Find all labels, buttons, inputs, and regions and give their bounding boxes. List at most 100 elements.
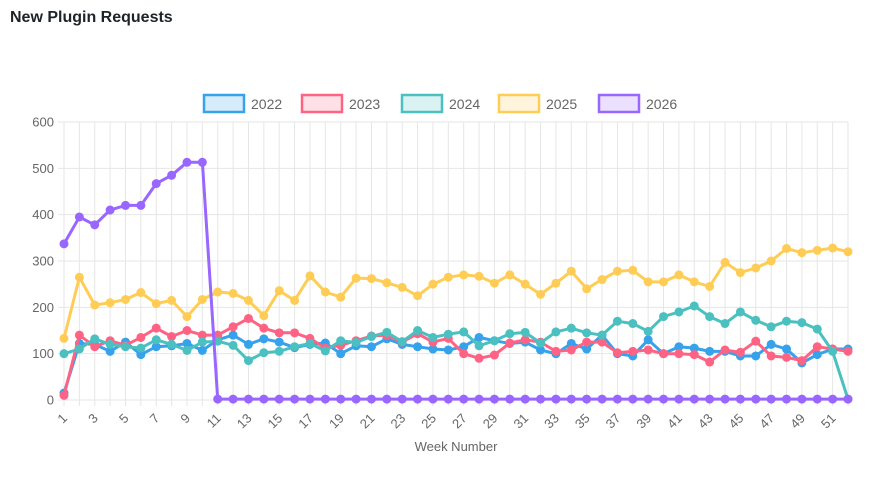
data-point <box>782 316 792 326</box>
data-point <box>812 350 822 360</box>
legend-item-2023[interactable]: 2023 <box>300 93 380 114</box>
data-point <box>59 349 69 359</box>
data-point <box>612 394 622 404</box>
data-point <box>720 319 730 329</box>
data-point <box>382 327 392 337</box>
data-point <box>474 353 484 363</box>
data-point <box>74 272 84 282</box>
data-point <box>228 288 238 298</box>
data-point <box>659 349 669 359</box>
data-point <box>90 220 100 230</box>
data-point <box>782 344 792 354</box>
data-point <box>243 339 253 349</box>
legend-swatch <box>400 93 444 114</box>
y-tick-label: 0 <box>47 393 54 408</box>
x-tick-label: 47 <box>756 411 777 432</box>
x-tick-label: 31 <box>510 411 531 432</box>
data-point <box>366 332 376 342</box>
data-point <box>90 334 100 344</box>
data-point <box>812 342 822 352</box>
data-point <box>643 394 653 404</box>
series-line-2026 <box>62 160 848 401</box>
data-point <box>243 295 253 305</box>
data-point <box>705 357 715 367</box>
x-tick-label: 29 <box>480 411 501 432</box>
data-point <box>382 394 392 404</box>
data-point <box>628 319 638 329</box>
x-tick-label: 9 <box>177 411 193 427</box>
legend-item-2026[interactable]: 2026 <box>597 93 677 114</box>
data-point <box>782 394 792 404</box>
data-point <box>305 271 315 281</box>
y-tick-label: 200 <box>32 300 54 315</box>
data-point <box>689 394 699 404</box>
data-point <box>120 342 130 352</box>
data-point <box>720 257 730 267</box>
data-point <box>182 326 192 335</box>
legend-swatch <box>497 93 541 114</box>
legend-item-2022[interactable]: 2022 <box>202 93 282 114</box>
data-point <box>90 300 100 310</box>
data-point <box>797 248 807 258</box>
data-point <box>643 277 653 287</box>
data-point <box>751 315 761 325</box>
data-point <box>151 299 161 309</box>
data-point <box>705 312 715 322</box>
data-point <box>428 394 438 404</box>
data-point <box>197 345 207 355</box>
data-point <box>520 327 530 337</box>
data-point <box>397 394 407 404</box>
data-point <box>566 394 576 404</box>
data-point <box>628 346 638 356</box>
data-point <box>428 332 438 342</box>
data-point <box>782 243 792 253</box>
data-point <box>612 266 622 276</box>
series-line-2024 <box>63 304 850 400</box>
data-point <box>459 394 469 404</box>
legend-label: 2025 <box>546 96 577 112</box>
legend-label: 2026 <box>646 96 677 112</box>
y-tick-label: 100 <box>32 346 54 361</box>
legend-item-2024[interactable]: 2024 <box>400 93 480 114</box>
data-point <box>582 337 592 347</box>
data-point <box>720 394 730 404</box>
data-point <box>643 345 653 355</box>
data-point <box>797 356 807 366</box>
x-tick-label: 35 <box>572 411 593 432</box>
data-point <box>566 266 576 276</box>
data-point <box>197 294 207 304</box>
data-point <box>366 274 376 284</box>
data-point <box>167 339 177 349</box>
data-point <box>674 394 684 404</box>
series-line-2023 <box>62 317 849 396</box>
legend-item-2025[interactable]: 2025 <box>497 93 577 114</box>
data-point <box>843 346 853 356</box>
data-point <box>489 394 499 404</box>
series-2022 <box>59 330 853 398</box>
y-tick-label: 400 <box>32 207 54 222</box>
data-point <box>443 329 453 339</box>
data-point <box>659 394 669 404</box>
data-point <box>443 272 453 282</box>
x-tick-label: 1 <box>54 411 70 427</box>
data-point <box>59 333 69 343</box>
data-point <box>366 394 376 404</box>
x-tick-label: 5 <box>116 411 132 427</box>
data-point <box>751 336 761 346</box>
x-tick-label: 41 <box>664 411 685 432</box>
data-point <box>751 263 761 273</box>
data-point <box>520 394 530 404</box>
data-point <box>536 338 546 348</box>
data-point <box>551 327 561 337</box>
series-2024 <box>59 301 853 404</box>
data-point <box>766 394 776 404</box>
x-tick-label: 17 <box>295 411 316 432</box>
data-point <box>290 342 300 352</box>
data-point <box>643 335 653 345</box>
data-point <box>628 394 638 404</box>
data-point <box>597 330 607 340</box>
data-point <box>74 330 84 340</box>
data-point <box>828 346 838 356</box>
